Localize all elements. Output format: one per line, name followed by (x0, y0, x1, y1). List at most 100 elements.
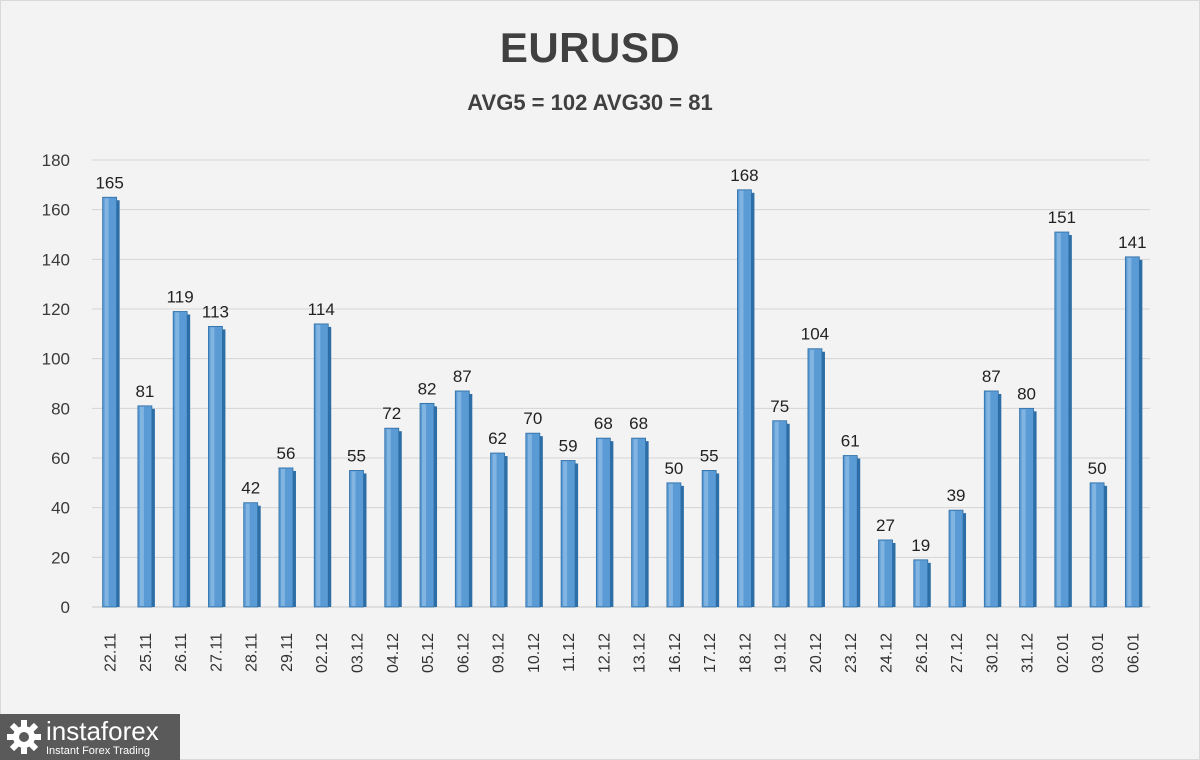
data-label: 55 (700, 446, 719, 465)
bar-highlight (139, 406, 144, 606)
x-tick-label: 28.11 (244, 633, 261, 672)
bar-highlight (774, 421, 779, 606)
x-tick-label: 17.12 (702, 633, 719, 673)
x-tick-label: 24.12 (879, 633, 896, 673)
bar-highlight (280, 468, 285, 606)
bar-highlight (1092, 483, 1097, 606)
bar-highlight (633, 439, 638, 606)
instaforex-logo: instaforex Instant Forex Trading (0, 714, 180, 760)
x-tick-label: 26.11 (173, 633, 190, 672)
data-label: 87 (453, 367, 472, 386)
data-label: 87 (982, 367, 1001, 386)
bar-highlight (704, 471, 709, 606)
y-tick-label: 120 (42, 300, 70, 319)
gridlines (92, 159, 1150, 608)
y-tick-label: 140 (42, 250, 70, 269)
y-tick-label: 0 (61, 598, 70, 617)
x-tick-label: 06.01 (1125, 633, 1142, 673)
bar-highlight (1021, 409, 1026, 606)
data-label: 151 (1048, 208, 1076, 227)
data-label: 62 (488, 429, 507, 448)
x-tick-label: 31.12 (1020, 633, 1037, 673)
data-label: 19 (911, 536, 930, 555)
x-tick-label: 02.01 (1055, 633, 1072, 673)
bars (102, 189, 1143, 608)
data-label: 68 (629, 414, 648, 433)
y-tick-label: 100 (42, 350, 70, 369)
x-axis-labels: 22.11 25.11 26.11 27.11 28.11 29.11 02.12 03.12… (103, 633, 1143, 673)
data-label: 39 (947, 486, 966, 505)
data-label: 61 (841, 432, 860, 451)
x-tick-label: 04.12 (385, 633, 402, 673)
x-tick-label: 03.12 (350, 633, 367, 673)
x-tick-label: 11.12 (561, 633, 578, 672)
bar-highlight (563, 461, 568, 606)
x-tick-label: 18.12 (737, 633, 754, 673)
bar-highlight (386, 429, 391, 606)
bar-highlight (1127, 257, 1132, 606)
data-label: 72 (382, 404, 401, 423)
x-tick-label: 29.11 (279, 633, 296, 672)
x-tick-label: 30.12 (984, 633, 1001, 673)
data-label: 113 (202, 302, 229, 321)
y-tick-label: 20 (51, 548, 70, 567)
y-axis-ticks: 0 20 40 60 80 100 120 140 160 180 (42, 151, 70, 617)
x-tick-label: 10.12 (526, 633, 543, 673)
y-tick-label: 160 (42, 201, 70, 220)
data-label: 114 (308, 300, 335, 319)
y-tick-label: 80 (51, 399, 70, 418)
bar-highlight (809, 349, 814, 606)
bar-highlight (245, 503, 250, 606)
data-labels: 165 81 119 113 42 56 114 55 72 82 87 62 70 59 68 68 50 55… (95, 166, 1146, 555)
data-label: 50 (1088, 459, 1107, 478)
data-label: 81 (135, 382, 154, 401)
data-label: 56 (277, 444, 296, 463)
x-tick-label: 19.12 (773, 633, 790, 673)
x-tick-label: 13.12 (632, 633, 649, 673)
bar-highlight (739, 190, 744, 607)
data-label: 104 (801, 325, 829, 344)
bar-highlight (492, 454, 497, 606)
x-tick-label: 06.12 (455, 633, 472, 673)
data-label: 119 (167, 287, 194, 306)
bar-highlight (457, 391, 462, 606)
bar-highlight (915, 560, 920, 606)
x-tick-label: 25.11 (138, 633, 155, 672)
y-tick-label: 40 (51, 499, 70, 518)
bar-highlight (316, 324, 321, 606)
bar-highlight (845, 456, 850, 606)
bar-highlight (175, 312, 180, 606)
bar-highlight (598, 439, 603, 606)
x-tick-label: 27.12 (949, 633, 966, 673)
data-label: 42 (241, 479, 260, 498)
chart-subtitle: AVG5 = 102 AVG30 = 81 (467, 90, 713, 115)
x-tick-label: 22.11 (103, 633, 120, 672)
data-label: 141 (1118, 233, 1146, 252)
bar-highlight (104, 198, 109, 606)
chart-title: EURUSD (499, 24, 681, 71)
bar-highlight (668, 483, 673, 606)
x-tick-label: 02.12 (314, 633, 331, 673)
data-label: 82 (418, 379, 437, 398)
x-tick-label: 26.12 (914, 633, 931, 673)
data-label: 168 (730, 166, 758, 185)
logo-name: instaforex (46, 715, 159, 746)
bar-highlight (1056, 233, 1061, 606)
data-label: 59 (559, 436, 578, 455)
data-label: 50 (664, 459, 683, 478)
data-label: 70 (523, 409, 542, 428)
bar-highlight (951, 511, 956, 606)
bar-highlight (422, 404, 427, 606)
data-label: 80 (1017, 384, 1036, 403)
bar-highlight (880, 540, 885, 606)
x-tick-label: 23.12 (843, 633, 860, 673)
data-label: 165 (95, 173, 123, 192)
x-tick-label: 03.01 (1090, 633, 1107, 673)
x-tick-label: 12.12 (596, 633, 613, 673)
bar-highlight (986, 391, 991, 606)
data-label: 68 (594, 414, 613, 433)
bar-highlight (527, 434, 532, 606)
bar-highlight (210, 327, 215, 606)
